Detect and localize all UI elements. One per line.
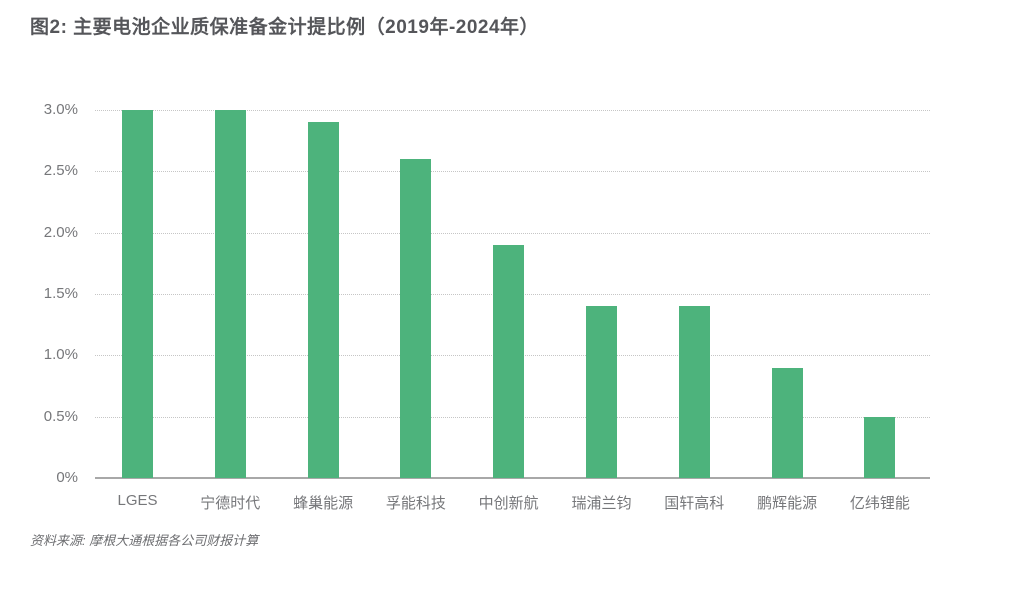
y-axis-tick-label: 1.0%: [43, 346, 78, 364]
bar: [307, 122, 339, 478]
bar: [586, 306, 617, 478]
y-axis-tick-label: 0.5%: [43, 407, 78, 425]
x-axis-category-label: 瑞浦兰钧: [571, 495, 632, 512]
bar: [771, 367, 803, 478]
y-axis-tick-label: 2.5%: [43, 162, 78, 180]
x-axis-category-label: 国轩高科: [664, 495, 725, 512]
gridline: [95, 110, 930, 111]
gridline: [95, 232, 930, 234]
bar: [400, 159, 432, 478]
x-axis-category-label: 中创新航: [478, 495, 539, 512]
y-axis-tick-label: 1.5%: [43, 285, 78, 302]
x-axis-category-label: 鹏辉能源: [757, 495, 818, 512]
x-axis-category-label: 宁德时代: [200, 495, 261, 512]
y-axis-tick-label: 0%: [56, 469, 78, 486]
y-axis: 0% 0.5% 1.0% 1.5% 2.0% 2.5% 3.0%: [0, 102, 78, 486]
x-axis-category-label: LGES: [117, 492, 158, 509]
gridline: [95, 171, 930, 173]
bar: [493, 244, 525, 478]
bar: [214, 110, 246, 478]
plot-area: LGES 宁德时代 蜂巢能源 孚能科技 中创新航 瑞浦兰钧 国轩高科 鹏辉能源 亿纬锂能: [95, 110, 930, 512]
y-axis-tick-label: 2.0%: [43, 223, 78, 241]
bar: [678, 306, 710, 478]
x-axis-category-label: 蜂巢能源: [293, 495, 354, 512]
source-note: 资料来源: 摩根大通根据各公司财报计算: [30, 533, 259, 548]
x-axis-baseline: [95, 477, 930, 479]
y-axis-tick-label: 3.0%: [43, 101, 78, 118]
bar: [864, 416, 896, 478]
x-axis-category-label: 孚能科技: [385, 495, 446, 512]
figure-title: 图2: 主要电池企业质保准备金计提比例（2019年-2024年）: [30, 17, 540, 38]
bar: [122, 110, 153, 478]
x-axis-category-label: 亿纬锂能: [849, 495, 910, 512]
